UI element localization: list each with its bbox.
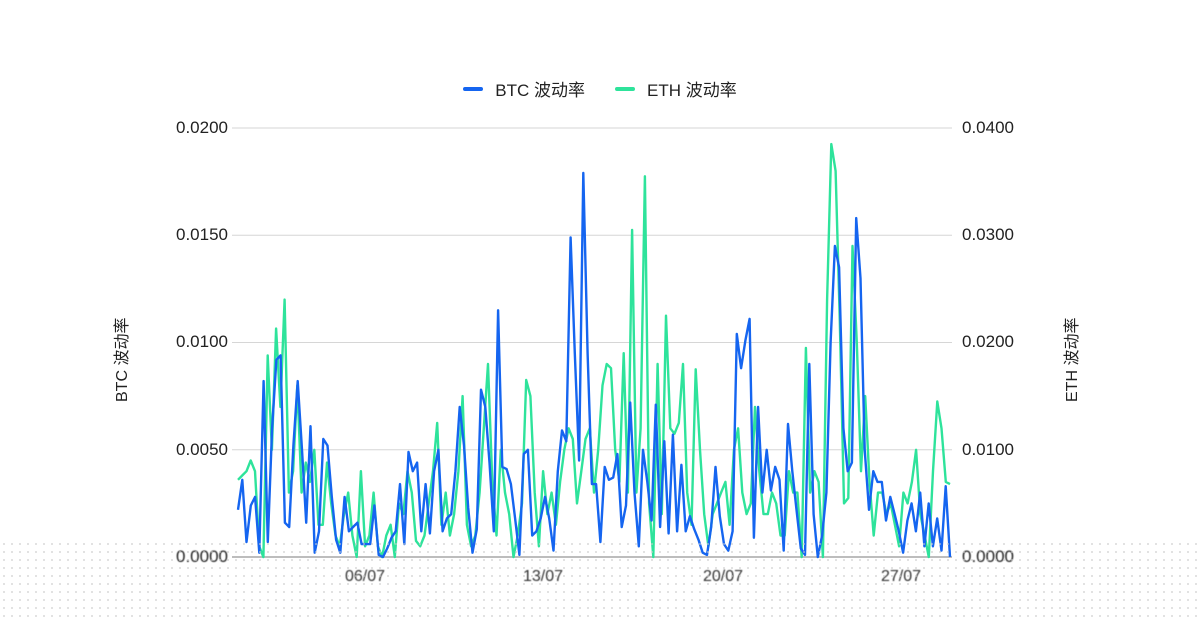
- right-y-tick: 0.0400: [962, 118, 1014, 137]
- x-tick: 13/07: [522, 568, 564, 585]
- right-y-tick: 0.0300: [962, 225, 1014, 244]
- chart-legend: BTC 波动率 ETH 波动率: [0, 76, 1200, 101]
- left-y-tick: 0.0200: [176, 118, 228, 137]
- x-tick: 27/07: [880, 568, 922, 585]
- eth-series-line[interactable]: [237, 142, 951, 559]
- x-tick: 06/07: [344, 568, 386, 585]
- left-y-tick: 0.0050: [176, 440, 228, 459]
- legend-item-eth[interactable]: ETH 波动率: [615, 76, 737, 101]
- left-y-tick: 0.0100: [176, 332, 228, 351]
- right-y-tick: 0.0100: [962, 440, 1014, 459]
- btc-series-line[interactable]: [236, 171, 952, 559]
- right-y-tick: 0.0200: [962, 332, 1014, 351]
- left-y-tick: 0.0150: [176, 225, 228, 244]
- btc-line-swatch-icon: [463, 86, 484, 91]
- legend-label-btc: BTC 波动率: [495, 81, 585, 100]
- eth-line-swatch-icon: [615, 86, 635, 91]
- x-tick: 20/07: [702, 568, 744, 585]
- legend-label-eth: ETH 波动率: [647, 81, 737, 100]
- legend-item-btc[interactable]: BTC 波动率: [463, 76, 585, 101]
